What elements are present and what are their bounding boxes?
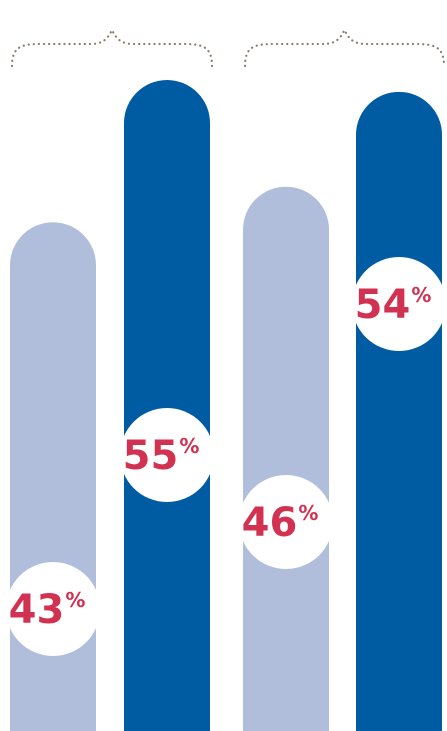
group-bracket-2 [243,27,446,68]
value-circle-4 [352,257,446,351]
value-circle-2 [120,408,214,502]
value-percent-sign-1: % [65,588,85,612]
labels-layer: 43%55%46%54% [6,257,446,656]
value-label-2: 55% [123,433,200,479]
value-percent-sign-4: % [411,283,431,307]
group-brackets [10,27,446,68]
value-circle-3 [239,475,333,569]
value-label-3: 46% [242,500,319,546]
value-number-4: 54 [355,282,411,328]
bar-4 [356,91,442,731]
value-circle-1 [6,562,100,656]
group-bracket-1 [10,27,214,68]
value-number-3: 46 [242,500,298,546]
bar-3 [243,186,329,731]
value-label-4: 54% [355,282,432,328]
bar-2 [124,80,210,731]
value-number-2: 55 [123,433,179,479]
value-percent-sign-2: % [179,434,199,458]
value-number-1: 43 [9,587,65,633]
value-percent-sign-3: % [298,501,318,525]
value-label-1: 43% [9,587,86,633]
